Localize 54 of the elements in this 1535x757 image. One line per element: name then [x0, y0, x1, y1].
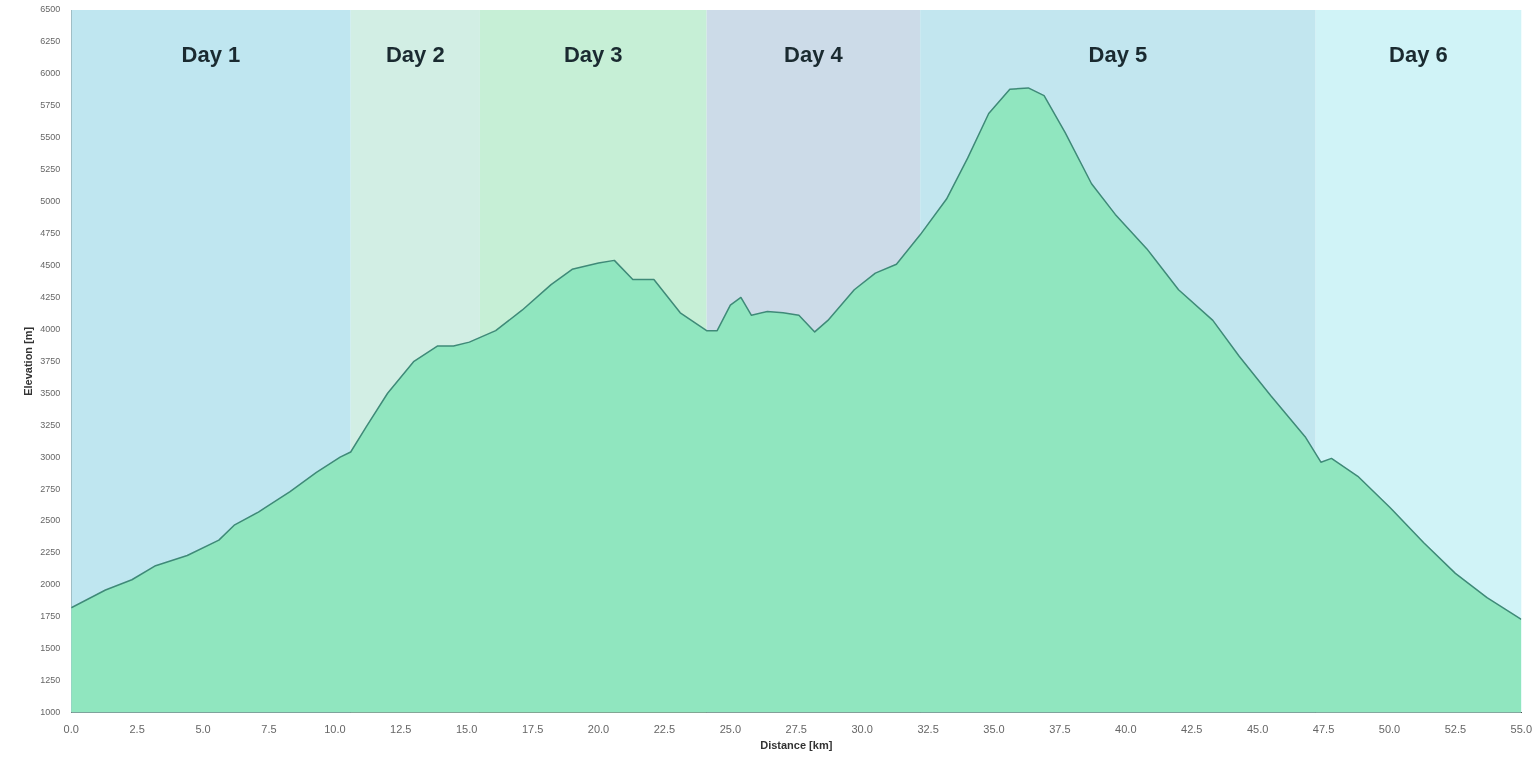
- y-tick-label: 2750: [40, 483, 61, 494]
- y-tick-label: 5750: [40, 100, 61, 111]
- x-axis-title: Distance [km]: [760, 739, 833, 752]
- y-tick-label: 5500: [40, 132, 61, 143]
- y-tick-label: 4750: [40, 228, 61, 239]
- x-tick-label: 12.5: [390, 723, 412, 736]
- x-tick-label: 35.0: [983, 723, 1005, 736]
- y-tick-label: 4250: [40, 291, 61, 302]
- x-tick-label: 20.0: [587, 723, 610, 736]
- y-tick-label: 4500: [40, 259, 61, 270]
- x-tick-label: 10.0: [324, 723, 346, 736]
- y-tick-label: 5250: [40, 164, 61, 175]
- x-tick-label: 50.0: [1378, 723, 1401, 736]
- y-tick-label: 3000: [40, 451, 61, 462]
- x-tick-label: 47.5: [1312, 723, 1335, 736]
- x-tick-label: 27.5: [785, 723, 807, 736]
- y-tick-label: 6250: [40, 36, 61, 47]
- x-tick-label: 42.5: [1181, 723, 1203, 736]
- x-tick-label: 52.5: [1444, 723, 1467, 736]
- y-tick-label: 3750: [40, 355, 61, 366]
- y-tick-label: 2000: [40, 579, 61, 590]
- band-label: Day 6: [1389, 42, 1448, 68]
- band-label: Day 5: [1088, 42, 1148, 68]
- x-tick-label: 55.0: [1510, 723, 1533, 736]
- y-tick-label: 1000: [40, 707, 61, 718]
- y-tick-label: 2250: [40, 547, 61, 558]
- y-tick-label: 6000: [40, 68, 61, 79]
- x-tick-label: 22.5: [653, 723, 676, 736]
- x-tick-label: 30.0: [851, 723, 873, 736]
- band-label: Day 3: [563, 42, 623, 68]
- x-tick-label: 17.5: [521, 723, 544, 736]
- band-label: Day 1: [181, 42, 241, 68]
- x-tick-label: 7.5: [261, 723, 277, 736]
- x-tick-label: 32.5: [917, 723, 939, 736]
- y-tick-label: 5000: [40, 196, 61, 207]
- y-tick-label: 2500: [40, 515, 61, 526]
- x-tick-label: 0.0: [63, 723, 79, 736]
- y-tick-label: 6500: [40, 4, 61, 15]
- y-tick-label: 4000: [40, 323, 61, 334]
- y-tick-label: 3500: [40, 387, 61, 398]
- y-axis-title: Elevation [m]: [21, 326, 34, 396]
- x-tick-label: 25.0: [719, 723, 742, 736]
- x-tick-label: 37.5: [1049, 723, 1071, 736]
- y-tick-label: 1250: [40, 675, 61, 686]
- x-tick-label: 40.0: [1115, 723, 1137, 736]
- x-tick-label: 15.0: [455, 723, 478, 736]
- x-tick-label: 2.5: [129, 723, 145, 736]
- y-tick-label: 1500: [40, 643, 61, 654]
- y-tick-label: 1750: [40, 611, 61, 622]
- band-label: Day 4: [784, 42, 844, 68]
- x-tick-label: 5.0: [195, 723, 211, 736]
- x-tick-label: 45.0: [1246, 723, 1269, 736]
- band-label: Day 2: [385, 42, 445, 68]
- y-tick-label: 3250: [40, 419, 61, 430]
